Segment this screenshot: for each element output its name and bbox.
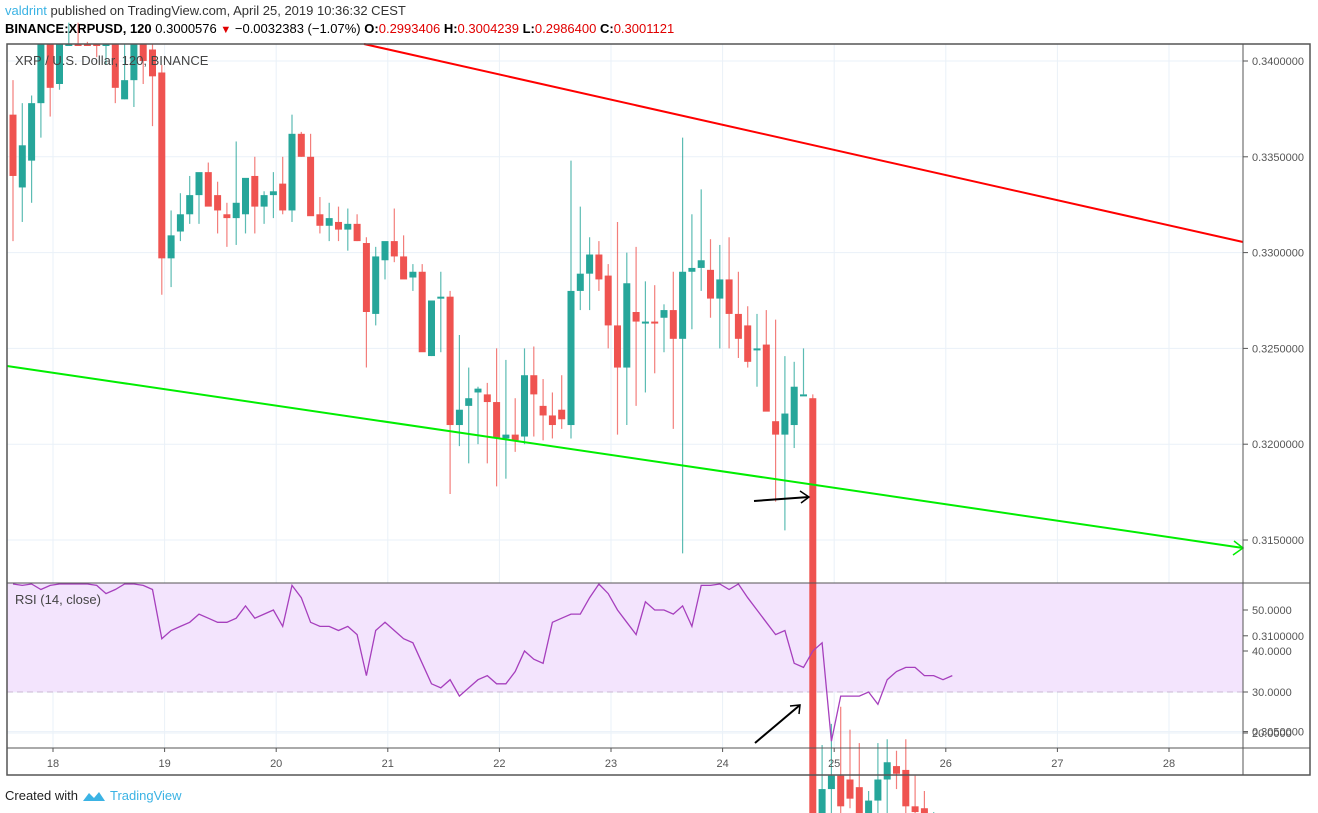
- time-tick-label: 26: [940, 758, 952, 770]
- candlestick-series: [9, 22, 935, 813]
- open-label: O:: [364, 21, 379, 36]
- time-tick-label: 27: [1051, 758, 1063, 770]
- support-trendline[interactable]: [6, 365, 1244, 549]
- created-with-text: Created with: [5, 788, 78, 803]
- low-value: 0.2986400: [534, 21, 597, 36]
- rsi-axis[interactable]: 50.0000 40.0000 30.0000 20.0000: [1252, 605, 1292, 740]
- time-tick-label: 18: [47, 758, 59, 770]
- time-tick-label: 21: [382, 758, 394, 770]
- price-change: −0.0032383 (−1.07%): [234, 21, 361, 36]
- arrowhead-icon: [789, 704, 801, 715]
- symbol-info: BINANCE:XRPUSD, 120 0.3000576 ▼ −0.00323…: [5, 21, 674, 36]
- time-tick-label: 28: [1163, 758, 1175, 770]
- price-tick-label: 0.3400000: [1252, 56, 1304, 68]
- rsi-tick-label: 50.0000: [1252, 605, 1292, 617]
- rsi-tick-label: 30.0000: [1252, 687, 1292, 699]
- high-value: 0.3004239: [457, 21, 519, 36]
- published-text: published on TradingView.com, April 25, …: [46, 3, 406, 18]
- low-label: L:: [522, 21, 535, 36]
- time-tick-label: 25: [828, 758, 840, 770]
- rsi-line: [12, 582, 953, 742]
- price-tick-label: 0.3200000: [1252, 439, 1304, 451]
- close-value: 0.3001121: [613, 21, 675, 36]
- time-tick-label: 20: [270, 758, 282, 770]
- time-tick-label: 22: [493, 758, 505, 770]
- rsi-tick-label: 20.0000: [1252, 728, 1292, 740]
- price-tick-label: 0.3250000: [1252, 343, 1304, 355]
- price-tick-label: 0.3300000: [1252, 248, 1304, 260]
- price-axis[interactable]: 0.3400000 0.3350000 0.3300000 0.3250000 0.32…: [1252, 56, 1304, 813]
- footer: Created with TradingView: [5, 788, 182, 803]
- time-tick-label: 23: [605, 758, 617, 770]
- rsi-annotation-arrow[interactable]: [754, 704, 801, 744]
- time-tick-label: 19: [158, 758, 170, 770]
- resistance-trendline[interactable]: [363, 43, 1244, 243]
- main-legend: XRP / U.S. Dollar, 120, BINANCE: [15, 53, 209, 68]
- price-tick-label: 0.3050000: [1252, 727, 1304, 739]
- rsi-band: [7, 583, 1243, 692]
- price-tick-label: 0.3150000: [1252, 535, 1304, 547]
- time-tick-label: 24: [716, 758, 728, 770]
- tradingview-link[interactable]: TradingView: [109, 788, 182, 803]
- high-label: H:: [443, 21, 458, 36]
- tradingview-logo-icon: [82, 791, 105, 801]
- price-tick-label: 0.3100000: [1252, 631, 1304, 643]
- close-label: C:: [599, 21, 614, 36]
- grid: [7, 44, 1248, 752]
- last-price: 0.3000576: [155, 21, 217, 36]
- open-value: 0.2993406: [378, 21, 441, 36]
- rsi-legend: RSI (14, close): [15, 592, 101, 607]
- time-axis[interactable]: 18 19 20 21 22 23 24 25 26 27 28: [47, 758, 1175, 770]
- down-triangle-icon: ▼: [220, 24, 232, 36]
- chart-frame: [6, 43, 1311, 776]
- author-link[interactable]: valdrint: [5, 3, 47, 18]
- price-tick-label: 0.3350000: [1252, 152, 1304, 164]
- publish-info: valdrint published on TradingView.com, A…: [5, 3, 406, 18]
- rsi-tick-label: 40.0000: [1252, 646, 1292, 658]
- price-annotation-arrow[interactable]: [753, 496, 810, 502]
- arrowhead-icon: [799, 490, 811, 504]
